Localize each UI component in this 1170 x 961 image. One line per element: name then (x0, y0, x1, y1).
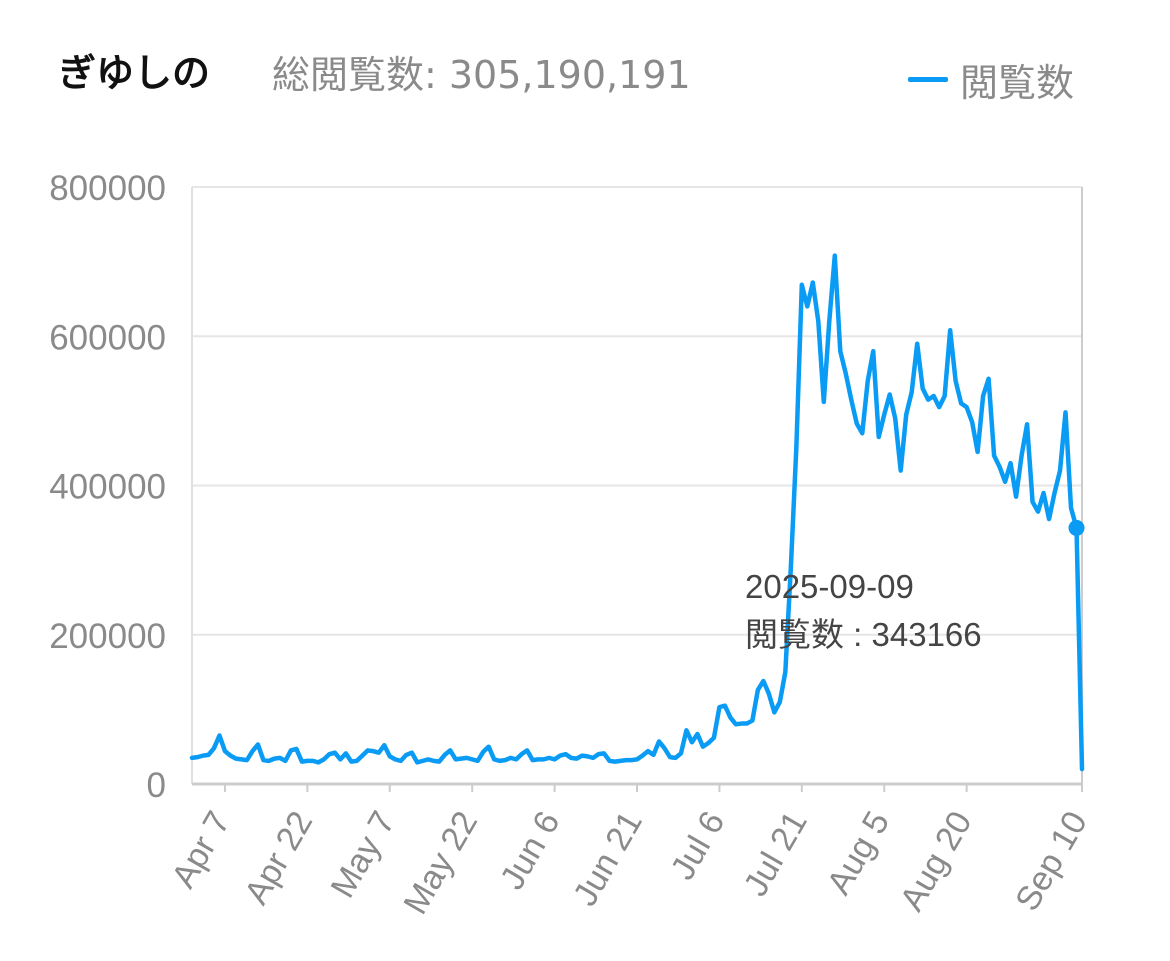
grid-lines (192, 186, 1082, 636)
tooltip-date: 2025-09-09 (745, 568, 914, 605)
series-layer (189, 253, 1085, 772)
x-tick-label: Aug 20 (893, 805, 980, 917)
tooltip-value: 閲覧数 : 343166 (745, 616, 982, 653)
legend-label: 閲覧数 (960, 61, 1075, 105)
y-tick-label: 600000 (49, 318, 166, 357)
x-tick-label: Sep 10 (1008, 805, 1095, 917)
total-views-label: 総閲覧数: 305,190,191 (272, 53, 691, 97)
highlight-point (1068, 519, 1085, 536)
y-axis-ticks: 0 200000 400000 600000 800000 (49, 169, 166, 805)
legend-swatch (908, 77, 948, 82)
x-tick-label: Jun 6 (493, 805, 568, 896)
x-tick-label: Apr 7 (164, 805, 238, 894)
y-tick-label: 200000 (49, 617, 166, 656)
x-tick-label: Jun 21 (566, 805, 650, 912)
x-tick-label: Apr 22 (237, 805, 320, 911)
y-tick-label: 800000 (49, 169, 166, 208)
y-tick-label: 400000 (49, 468, 166, 507)
tooltip: 2025-09-09 閲覧数 : 343166 (745, 568, 982, 653)
x-tick-label: May 7 (324, 805, 403, 904)
x-tick-label: Jul 6 (664, 805, 733, 886)
x-tick-label: May 22 (396, 805, 485, 921)
y-tick-label: 0 (147, 766, 166, 805)
x-tick-label: Jul 21 (736, 805, 814, 903)
legend[interactable]: 閲覧数 (908, 52, 1074, 107)
series-line (189, 253, 1085, 772)
x-tick-label: Aug 5 (820, 805, 897, 901)
page-title: ぎゆしの (58, 51, 211, 95)
